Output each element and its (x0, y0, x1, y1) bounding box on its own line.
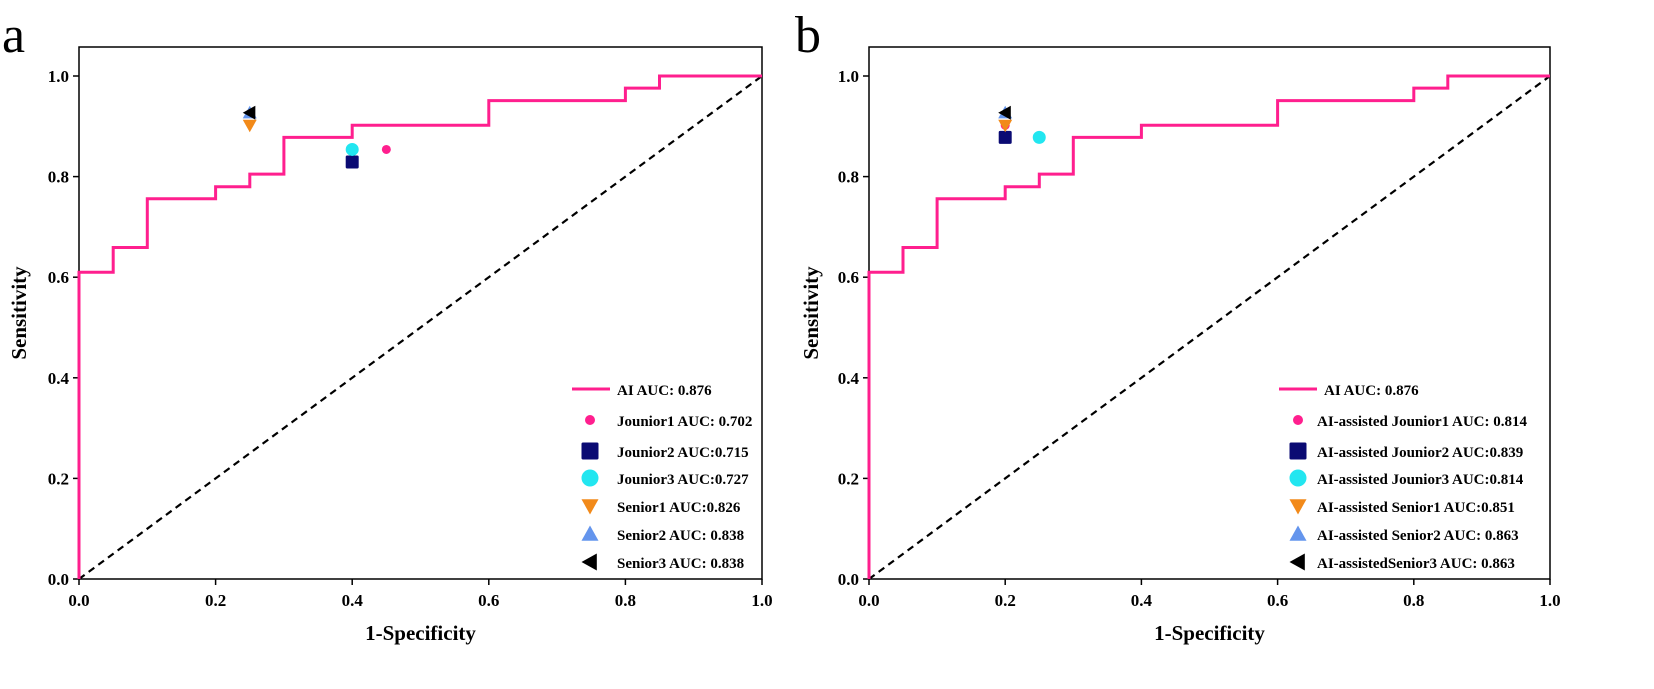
legend-label-senior1: Senior1 AUC:0.826 (617, 500, 741, 516)
y-tick-label: 0.6 (838, 268, 859, 287)
reader-points (242, 105, 391, 169)
legend-label-ai: AI AUC: 0.876 (617, 383, 712, 399)
x-tick-label: 1.0 (751, 591, 772, 610)
legend-marker-jounior2 (581, 442, 599, 460)
x-tick-label: 0.6 (478, 591, 499, 610)
legend-marker-ai-assisted-jounior3 (1289, 469, 1307, 487)
point-ai-assisted-jounior2 (998, 130, 1012, 144)
x-tick-label: 0.2 (205, 591, 226, 610)
legend-marker-jounior3 (581, 469, 599, 487)
y-tick-label: 0.0 (838, 570, 859, 589)
legend: AI AUC: 0.876 Jounior1 AUC: 0.702 Jounio… (572, 383, 752, 572)
legend-label-ai-assisted-jounior2: AI-assisted Jounior2 AUC:0.839 (1317, 445, 1523, 461)
legend-marker-senior2 (581, 525, 599, 541)
y-tick-label: 0.2 (48, 469, 69, 488)
point-senior1 (242, 119, 257, 133)
y-tick-label: 0.0 (48, 570, 69, 589)
roc-curve-ai (867, 74, 1550, 579)
legend-label-ai-assisted-senior1: AI-assisted Senior1 AUC:0.851 (1317, 500, 1515, 516)
legend-marker-ai-assisted-senior2 (1289, 525, 1307, 541)
legend-marker-jounior1 (585, 415, 595, 425)
x-tick-label: 0.8 (1403, 591, 1424, 610)
legend-label-ai: AI AUC: 0.876 (1324, 383, 1419, 399)
chance-diagonal (868, 75, 1551, 580)
legend-label-ai-assisted-senior3: AI-assistedSenior3 AUC: 0.863 (1317, 556, 1515, 572)
point-senior3 (242, 105, 256, 120)
roc-curve-ai (77, 74, 762, 579)
y-tick-label: 1.0 (838, 67, 859, 86)
y-tick-label: 0.6 (48, 268, 69, 287)
legend-label-ai-assisted-jounior1: AI-assisted Jounior1 AUC: 0.814 (1317, 414, 1528, 430)
y-tick-label: 0.8 (838, 168, 859, 187)
legend-label-ai-assisted-jounior3: AI-assisted Jounior3 AUC:0.814 (1317, 472, 1524, 488)
y-tick-label: 0.4 (48, 369, 70, 388)
legend-marker-ai-assisted-senior3 (1289, 553, 1305, 571)
point-jounior2 (345, 155, 359, 169)
chance-diagonal (78, 75, 763, 580)
axis-ticks (863, 75, 1551, 585)
x-tick-label: 0.8 (615, 591, 636, 610)
panel-label-b: b (795, 7, 821, 64)
legend-label-senior2: Senior2 AUC: 0.838 (617, 528, 744, 544)
point-jounior3 (345, 142, 359, 156)
y-tick-label: 0.2 (838, 469, 859, 488)
y-tick-label: 0.4 (838, 369, 860, 388)
y-axis-title: Sensitivity (7, 266, 31, 360)
panel-a: a 0.0 0.2 0.4 0.6 0.8 1.0 0.0 0.2 0.4 (2, 7, 773, 645)
legend: AI AUC: 0.876 AI-assisted Jounior1 AUC: … (1279, 383, 1528, 572)
legend-label-jounior3: Jounior3 AUC:0.727 (617, 472, 749, 488)
point-ai-assisted-senior3 (998, 105, 1011, 120)
reader-points (998, 105, 1046, 144)
x-tick-label: 0.0 (68, 591, 89, 610)
legend-marker-senior1 (581, 499, 599, 515)
x-axis-title: 1-Specificity (1154, 621, 1265, 645)
x-tick-label: 0.4 (342, 591, 364, 610)
legend-label-senior3: Senior3 AUC: 0.838 (617, 556, 744, 572)
legend-label-jounior2: Jounior2 AUC:0.715 (617, 445, 749, 461)
x-tick-label: 0.0 (858, 591, 879, 610)
legend-marker-ai-assisted-jounior1 (1293, 415, 1303, 425)
x-tick-label: 0.4 (1131, 591, 1153, 610)
point-ai-assisted-senior1 (998, 119, 1013, 133)
x-tick-label: 0.6 (1267, 591, 1288, 610)
legend-marker-ai-assisted-jounior2 (1289, 442, 1307, 460)
y-tick-label: 0.8 (48, 168, 69, 187)
y-tick-label: 1.0 (48, 67, 69, 86)
legend-label-ai-assisted-senior2: AI-assisted Senior2 AUC: 0.863 (1317, 528, 1519, 544)
x-axis-title: 1-Specificity (365, 621, 476, 645)
legend-marker-ai-assisted-senior1 (1289, 499, 1307, 515)
panel-label-a: a (2, 7, 25, 64)
point-jounior1 (381, 144, 391, 154)
x-tick-label: 1.0 (1539, 591, 1560, 610)
y-axis-title: Sensitivity (799, 266, 823, 360)
x-tick-label: 0.2 (995, 591, 1016, 610)
legend-label-jounior1: Jounior1 AUC: 0.702 (617, 414, 752, 430)
panel-b: b 0.0 0.2 0.4 0.6 0.8 1.0 0.0 0.2 0.4 0.… (795, 7, 1561, 645)
legend-marker-senior3 (581, 553, 597, 571)
point-ai-assisted-jounior3 (1032, 130, 1046, 144)
